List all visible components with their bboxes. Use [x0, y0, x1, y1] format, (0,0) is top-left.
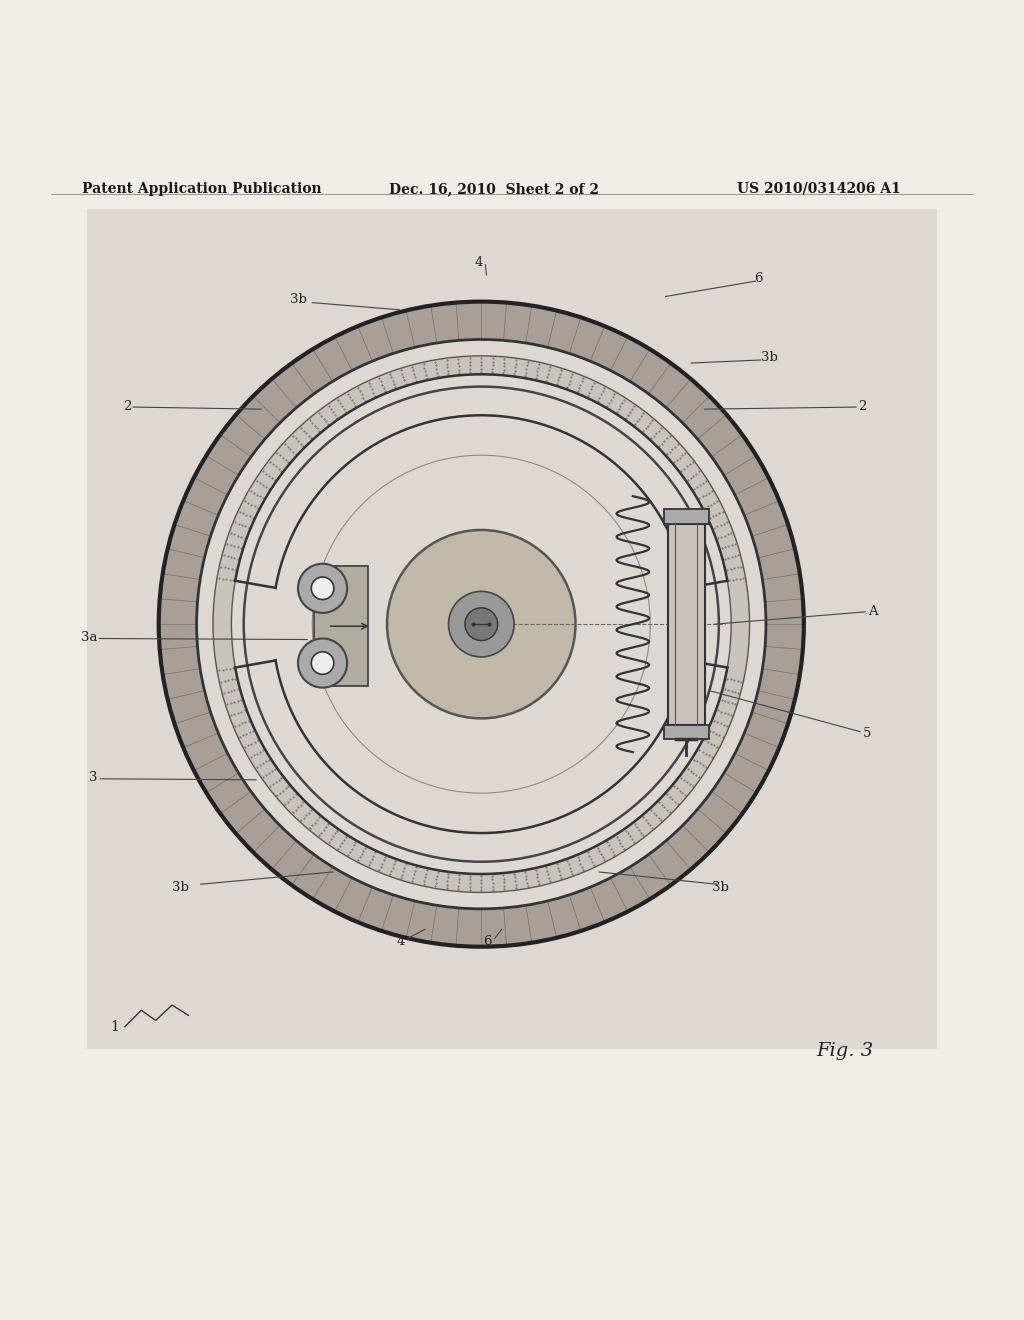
- Text: 1: 1: [111, 1019, 119, 1034]
- Circle shape: [159, 301, 804, 946]
- Text: 3b: 3b: [761, 351, 777, 364]
- FancyBboxPatch shape: [87, 210, 937, 1049]
- Text: 3: 3: [89, 771, 97, 784]
- Text: 5: 5: [863, 727, 871, 741]
- Bar: [664, 725, 709, 739]
- Circle shape: [387, 529, 575, 718]
- Text: US 2010/0314206 A1: US 2010/0314206 A1: [737, 182, 901, 195]
- Text: Patent Application Publication: Patent Application Publication: [82, 182, 322, 195]
- Bar: [664, 510, 709, 524]
- Circle shape: [213, 356, 750, 892]
- Text: 4: 4: [396, 935, 404, 948]
- Circle shape: [311, 577, 334, 599]
- Circle shape: [244, 387, 719, 862]
- Circle shape: [465, 607, 498, 640]
- Circle shape: [298, 564, 347, 612]
- Bar: [314, 566, 368, 685]
- Text: 2: 2: [123, 400, 131, 413]
- Text: Fig. 3: Fig. 3: [816, 1043, 873, 1060]
- Text: 3b: 3b: [290, 293, 306, 306]
- Text: 3b: 3b: [172, 880, 188, 894]
- Circle shape: [197, 339, 766, 909]
- Circle shape: [311, 652, 334, 675]
- Circle shape: [231, 375, 731, 874]
- Text: A: A: [868, 606, 878, 618]
- Text: 3a: 3a: [81, 631, 97, 644]
- Text: 6: 6: [754, 272, 762, 285]
- Circle shape: [449, 591, 514, 657]
- Bar: [668, 524, 705, 725]
- Circle shape: [298, 639, 347, 688]
- Text: 4: 4: [474, 256, 482, 269]
- Text: Dec. 16, 2010  Sheet 2 of 2: Dec. 16, 2010 Sheet 2 of 2: [389, 182, 599, 195]
- Text: 2: 2: [858, 400, 866, 413]
- Text: 3b: 3b: [712, 880, 728, 894]
- Text: 6: 6: [483, 935, 492, 948]
